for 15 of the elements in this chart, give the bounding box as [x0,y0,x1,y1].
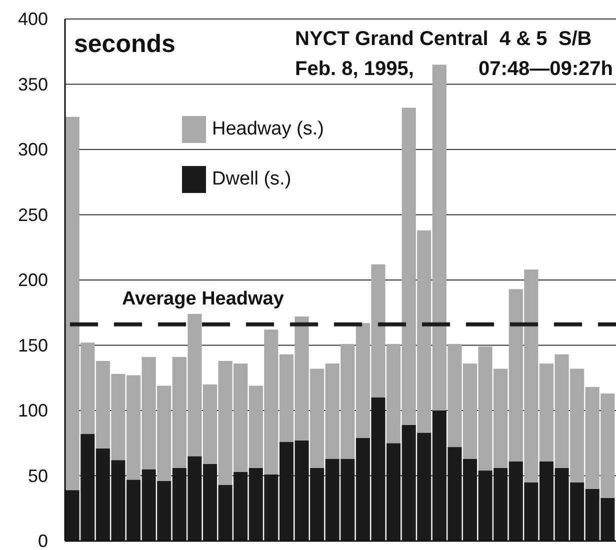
y-tick-label: 300 [18,140,48,160]
y-tick-label: 0 [38,531,48,550]
y-tick-label: 400 [18,9,48,29]
y-tick-label: 100 [18,400,48,420]
legend-label: Dwell (s.) [212,168,292,190]
y-axis-title: seconds [74,30,176,58]
legend-label: Headway (s.) [212,118,324,140]
y-tick-label: 50 [28,466,48,486]
y-tick-label: 350 [18,74,48,94]
chart-title: NYCT Grand Central 4 & 5 S/B [295,28,592,50]
y-tick-label: 150 [18,335,48,356]
ref-line-label: Average Headway [122,288,284,310]
y-tick-label: 250 [18,204,48,225]
text: Feb. 8, 1995, 07:48—09:27h [295,58,613,80]
y-tick-label: 200 [18,270,48,290]
